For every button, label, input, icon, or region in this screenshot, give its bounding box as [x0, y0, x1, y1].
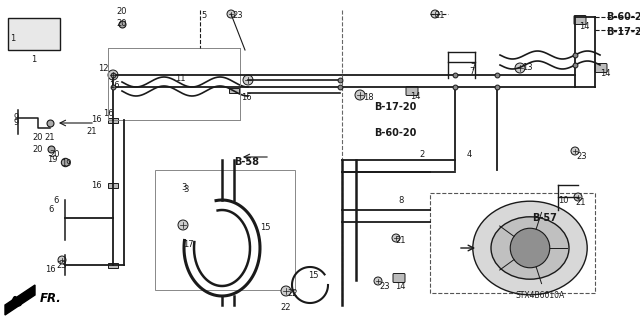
FancyBboxPatch shape [108, 263, 118, 268]
Text: 4: 4 [467, 150, 472, 159]
Circle shape [431, 10, 439, 18]
Text: STX4B6010A: STX4B6010A [515, 291, 564, 300]
FancyBboxPatch shape [229, 87, 239, 93]
Text: 22: 22 [281, 303, 291, 312]
Text: 16: 16 [92, 115, 102, 124]
Text: 6: 6 [53, 196, 58, 205]
Circle shape [108, 70, 118, 80]
Text: B-17-20: B-17-20 [374, 102, 417, 112]
Text: 21: 21 [86, 127, 97, 136]
Text: 12: 12 [98, 64, 109, 73]
Text: 20: 20 [33, 145, 43, 154]
Circle shape [571, 147, 579, 155]
Text: 21: 21 [45, 133, 55, 142]
Ellipse shape [491, 217, 569, 279]
Text: 1: 1 [31, 55, 36, 64]
Ellipse shape [473, 201, 588, 295]
Text: 7: 7 [469, 67, 474, 76]
FancyBboxPatch shape [406, 86, 418, 95]
Text: 5: 5 [201, 11, 206, 20]
Text: 20: 20 [116, 19, 127, 28]
Circle shape [58, 256, 66, 264]
Circle shape [178, 220, 188, 230]
Text: 9: 9 [14, 114, 19, 122]
Text: B-60-20: B-60-20 [374, 128, 417, 138]
Text: 20: 20 [49, 150, 60, 159]
Text: 22: 22 [287, 289, 298, 298]
Text: 9: 9 [13, 118, 19, 127]
Text: FR.: FR. [40, 293, 61, 306]
Text: 16: 16 [103, 109, 114, 118]
Text: 3: 3 [183, 185, 188, 194]
Text: 14: 14 [410, 92, 420, 101]
Circle shape [515, 63, 525, 73]
Text: 23: 23 [576, 152, 587, 161]
Text: 21: 21 [575, 198, 586, 207]
Circle shape [374, 277, 382, 285]
Polygon shape [5, 285, 35, 315]
Text: 7: 7 [470, 63, 476, 71]
Text: 19: 19 [61, 159, 72, 168]
FancyBboxPatch shape [574, 16, 586, 25]
Text: 18: 18 [363, 93, 374, 102]
Text: 15: 15 [260, 223, 271, 232]
Text: 20: 20 [33, 133, 44, 142]
Text: 21: 21 [434, 11, 445, 20]
Text: 14: 14 [600, 69, 611, 78]
FancyBboxPatch shape [393, 273, 405, 283]
Text: 16: 16 [45, 265, 56, 275]
Text: 14: 14 [579, 22, 589, 31]
Text: 3: 3 [181, 183, 186, 192]
Text: 14: 14 [395, 282, 406, 291]
Circle shape [574, 193, 582, 201]
Text: 23: 23 [379, 282, 390, 291]
Text: B-57: B-57 [532, 213, 557, 223]
Text: 1: 1 [10, 34, 15, 43]
Text: 16: 16 [109, 81, 120, 90]
Circle shape [510, 228, 550, 268]
Text: B-17-20: B-17-20 [606, 27, 640, 37]
Text: 17: 17 [183, 240, 194, 249]
FancyBboxPatch shape [108, 117, 118, 122]
Text: 10: 10 [558, 196, 568, 205]
Text: 6: 6 [49, 205, 54, 214]
Circle shape [227, 10, 235, 18]
Text: 11: 11 [175, 74, 186, 83]
Circle shape [243, 75, 253, 85]
Circle shape [281, 286, 291, 296]
Text: 23: 23 [232, 11, 243, 20]
Text: 2: 2 [419, 150, 424, 159]
Text: 21: 21 [395, 236, 406, 245]
Text: 16: 16 [92, 181, 102, 189]
Text: B-58: B-58 [234, 157, 259, 167]
FancyBboxPatch shape [595, 63, 607, 72]
Text: 13: 13 [522, 63, 532, 72]
FancyBboxPatch shape [8, 18, 60, 50]
FancyBboxPatch shape [108, 182, 118, 188]
Circle shape [355, 90, 365, 100]
Text: 15: 15 [308, 271, 319, 280]
Text: 8: 8 [398, 196, 403, 205]
Text: 20: 20 [116, 7, 127, 16]
Text: B-60-20: B-60-20 [606, 12, 640, 22]
Text: 16: 16 [241, 93, 252, 101]
Circle shape [392, 234, 400, 242]
Text: 19: 19 [47, 155, 58, 165]
Text: 23: 23 [56, 261, 67, 270]
